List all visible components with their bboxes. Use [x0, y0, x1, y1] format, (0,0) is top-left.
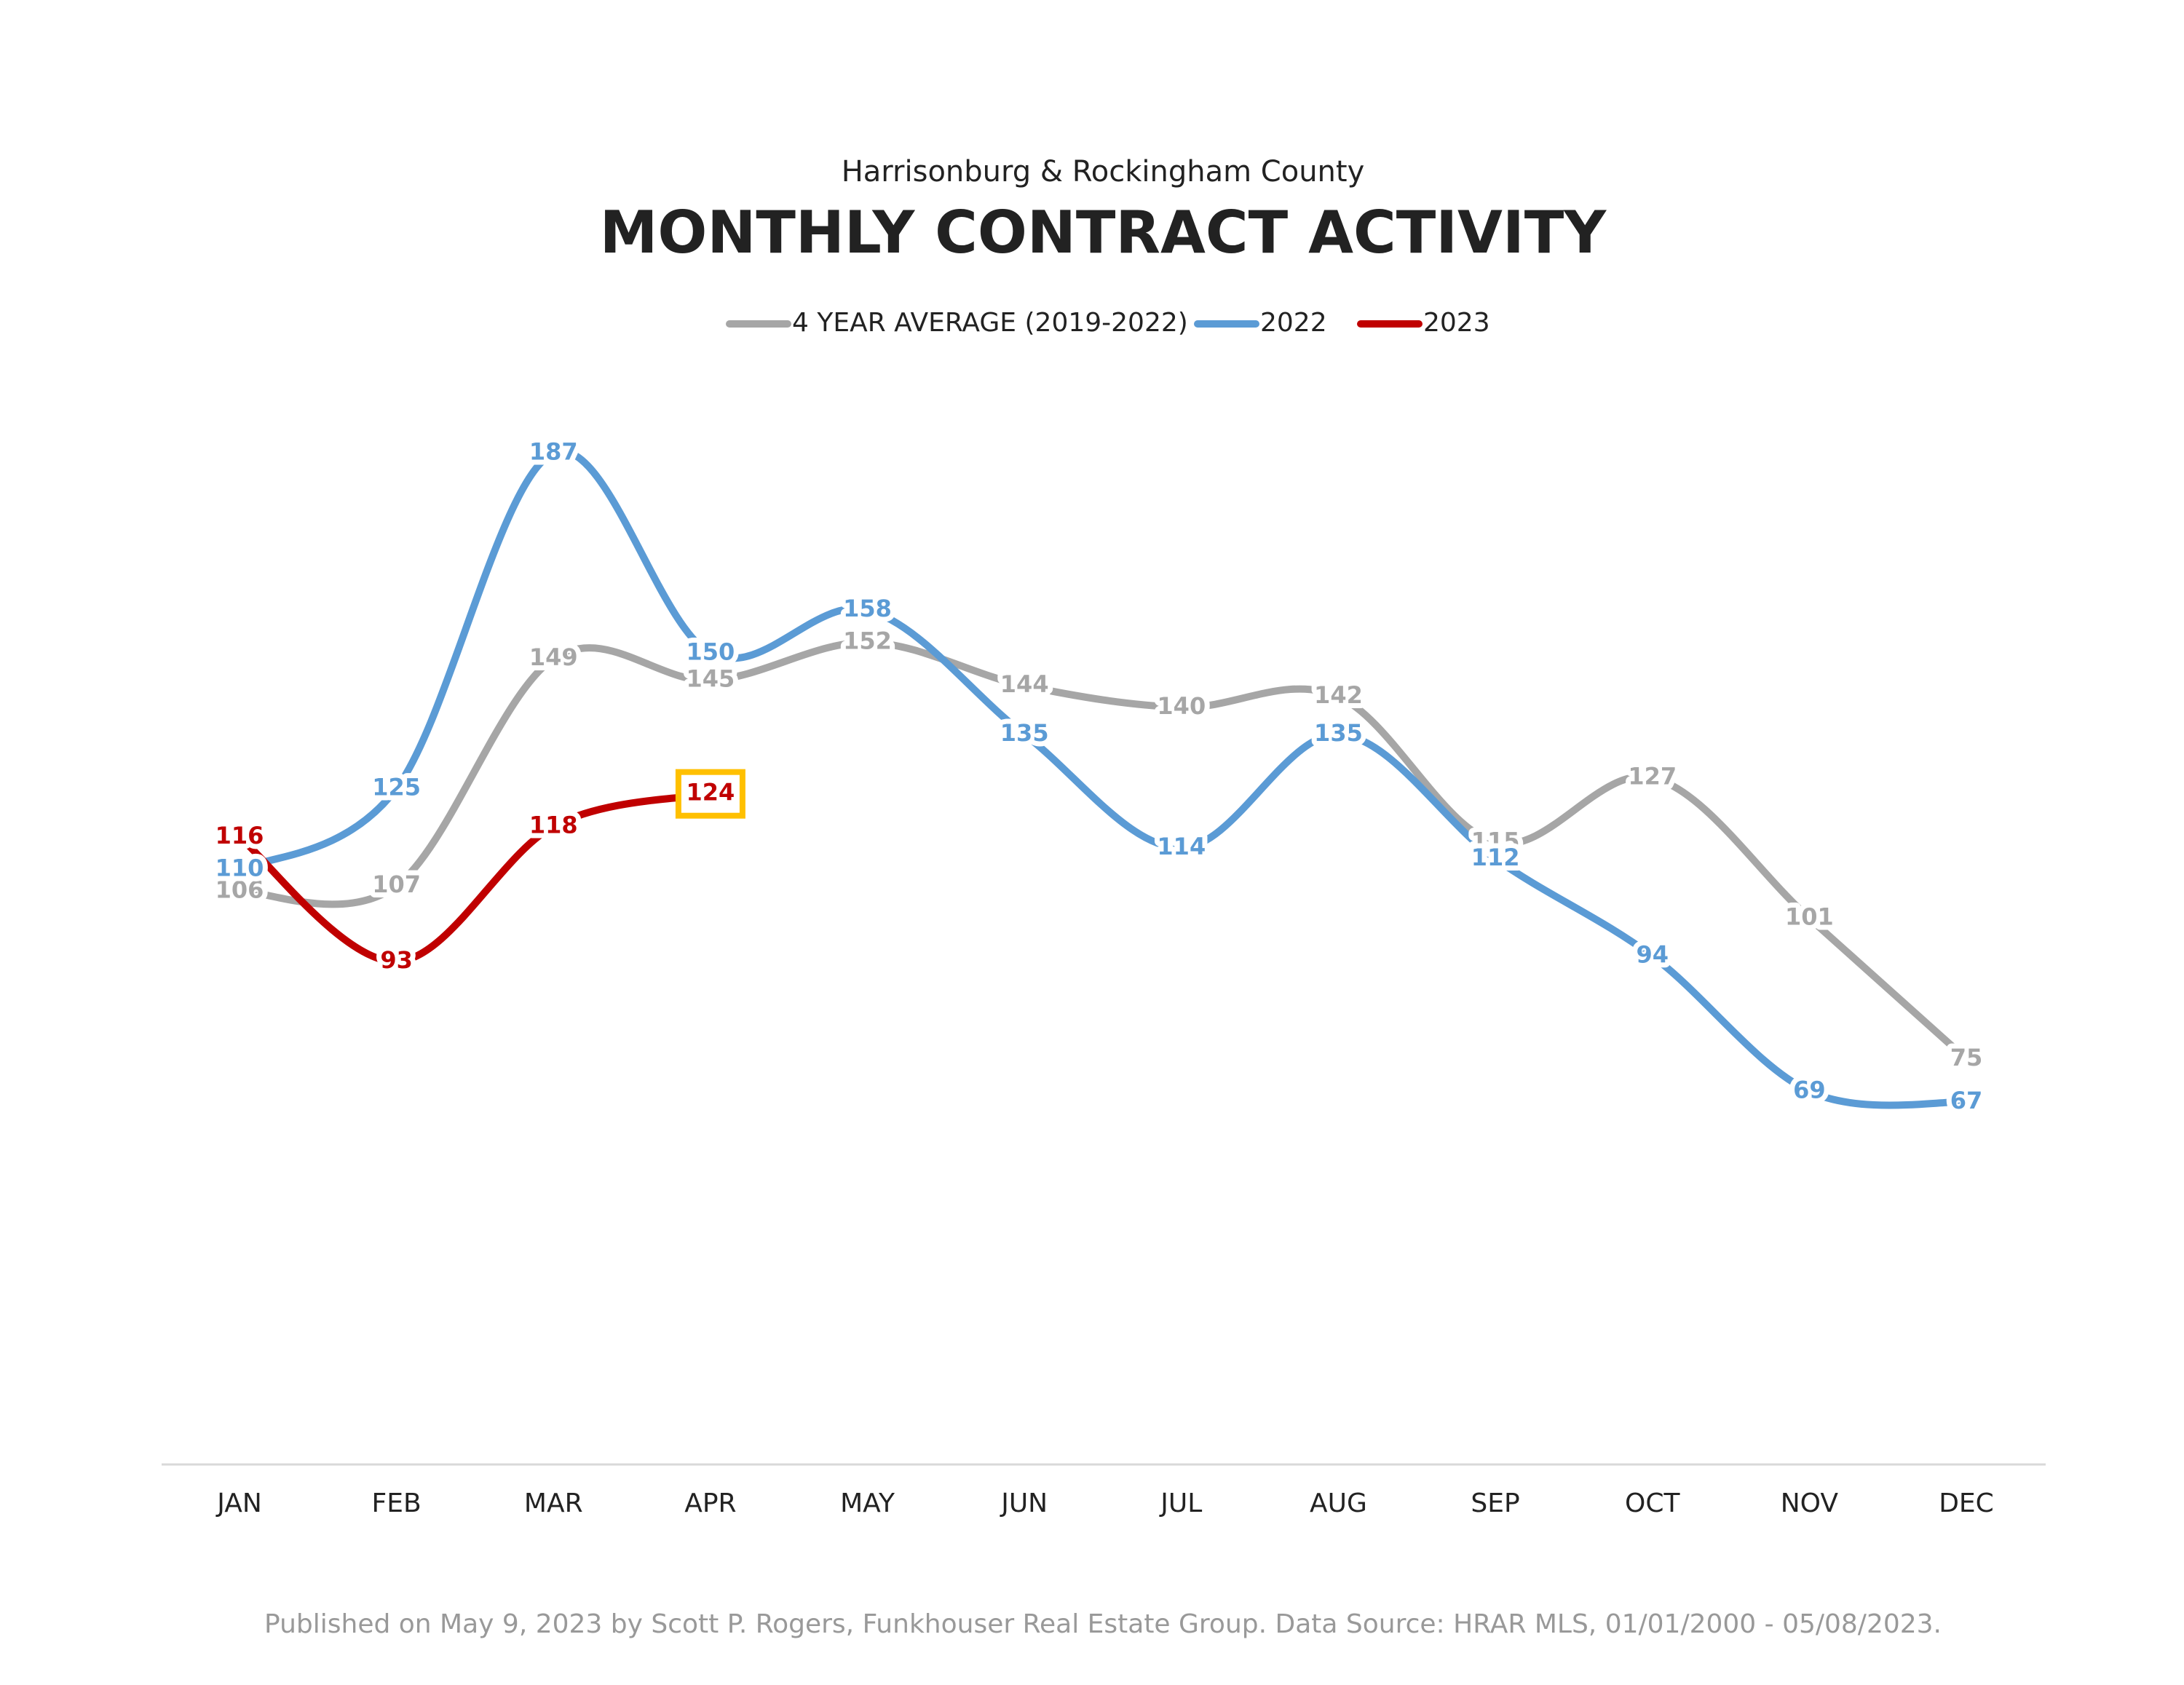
series-line [236, 790, 714, 966]
x-tick-label: MAY [840, 1488, 895, 1518]
chart-title: MONTHLY CONTRACT ACTIVITY [600, 199, 1607, 266]
data-label: 158 [843, 595, 892, 622]
x-tick-label: JAN [215, 1488, 262, 1518]
data-label: 149 [529, 643, 578, 671]
data-label: 135 [1000, 719, 1049, 747]
legend-label: 2022 [1260, 308, 1327, 338]
data-label: 140 [1157, 692, 1206, 720]
x-tick-label: NOV [1781, 1488, 1839, 1518]
x-tick-label: SEP [1471, 1488, 1519, 1518]
data-label: 150 [687, 638, 735, 666]
data-label: 94 [1636, 941, 1669, 969]
data-label: 135 [1314, 719, 1363, 747]
chart-subtitle: Harrisonburg & Rockingham County [842, 155, 1365, 189]
highlight-box [675, 769, 745, 819]
data-label: 114 [1157, 833, 1206, 860]
legend-label: 2023 [1423, 308, 1490, 338]
data-label: 112 [1471, 844, 1520, 871]
x-tick-label: OCT [1625, 1488, 1680, 1518]
x-tick-label: DEC [1939, 1488, 1994, 1518]
data-label: 106 [215, 876, 264, 903]
series-line [236, 448, 1970, 1109]
series-line [236, 638, 1970, 1063]
x-tick-label: AUG [1310, 1488, 1367, 1518]
data-label: 152 [843, 627, 892, 655]
data-label: 115 [1471, 828, 1520, 855]
footnote: Published on May 9, 2023 by Scott P. Rog… [264, 1609, 1942, 1639]
x-tick-label: JUN [1000, 1488, 1048, 1518]
data-label: 118 [529, 811, 578, 838]
data-label: 93 [380, 946, 413, 974]
data-label: 125 [372, 773, 421, 801]
data-label: 142 [1314, 681, 1363, 709]
data-label: 187 [529, 438, 578, 466]
data-label: 69 [1793, 1076, 1826, 1103]
data-label: 101 [1785, 903, 1834, 931]
x-tick-label: MAR [524, 1488, 583, 1518]
x-tick-label: APR [684, 1488, 736, 1518]
data-label: 145 [687, 665, 735, 693]
data-label: 116 [215, 822, 264, 849]
data-label: 127 [1628, 762, 1677, 790]
data-label: 110 [215, 855, 264, 882]
x-tick-label: FEB [372, 1488, 422, 1518]
data-label: 107 [372, 871, 421, 898]
data-label: 75 [1950, 1044, 1983, 1071]
data-label: 67 [1950, 1087, 1983, 1114]
x-tick-label: JUL [1159, 1488, 1202, 1518]
data-label: 124 [687, 779, 735, 806]
legend-label: 4 YEAR AVERAGE (2019-2022) [792, 308, 1188, 338]
data-label: 144 [1000, 670, 1049, 698]
